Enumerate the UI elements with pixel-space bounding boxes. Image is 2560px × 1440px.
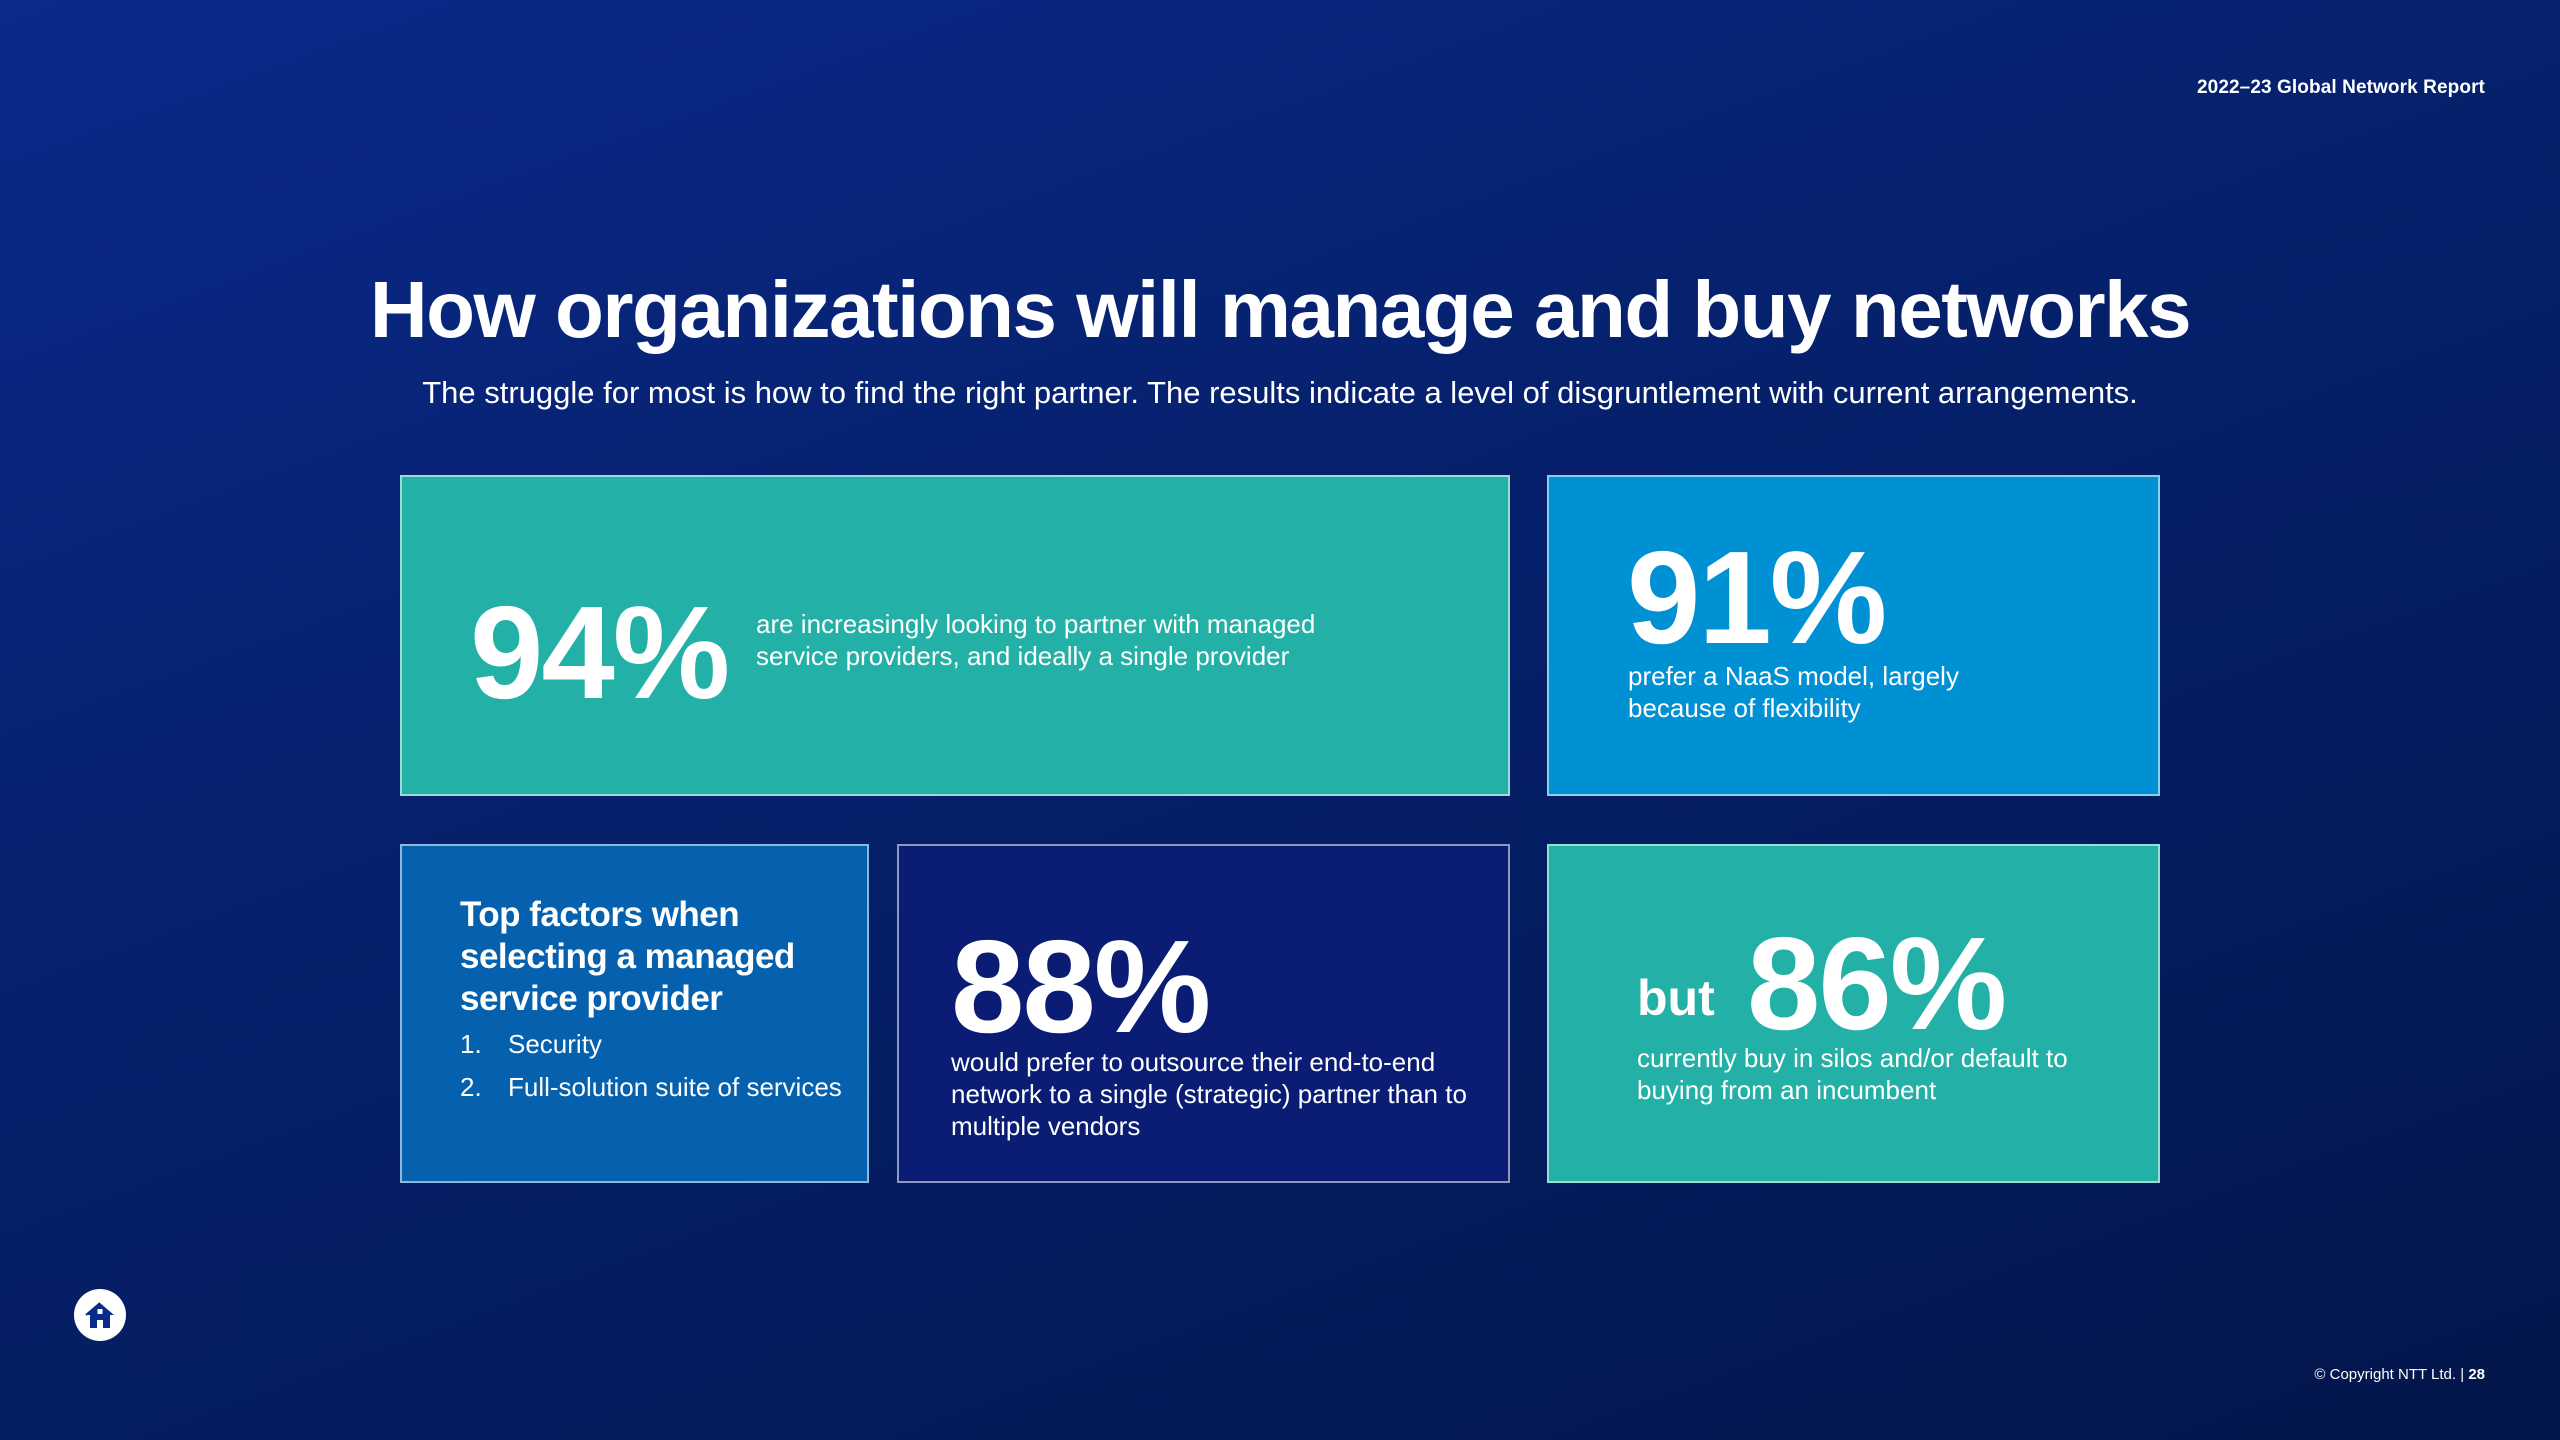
stat-description: would prefer to outsource their end-to-e… bbox=[951, 1047, 1467, 1141]
report-label: 2022–23 Global Network Report bbox=[2196, 77, 2485, 98]
home-icon bbox=[85, 1302, 114, 1328]
top-factors-list: 1. Security 2. Full-solution suite of se… bbox=[460, 1028, 860, 1114]
copyright-text: © Copyright NTT Ltd. | bbox=[2314, 1366, 2465, 1383]
list-item-number: 1. bbox=[460, 1029, 482, 1059]
stat-value: 91% bbox=[1627, 524, 1887, 671]
top-factors-heading: Top factors when selecting a managed ser… bbox=[460, 895, 795, 1018]
page-title: How organizations will manage and buy ne… bbox=[369, 265, 2192, 354]
top-factors-card: Top factors when selecting a managed ser… bbox=[400, 844, 869, 1183]
list-item-number: 2. bbox=[460, 1072, 482, 1102]
stat-description: currently buy in silos and/or default to… bbox=[1637, 1043, 2068, 1105]
list-item-label: Security bbox=[508, 1029, 602, 1059]
copyright-footer: © Copyright NTT Ltd. | 28 bbox=[2314, 1366, 2485, 1383]
stat-card-94: 94% are increasingly looking to partner … bbox=[400, 475, 1510, 796]
page-number: 28 bbox=[2468, 1366, 2485, 1383]
stat-value: 88% bbox=[951, 913, 1211, 1060]
stat-card-86: but 86% currently buy in silos and/or de… bbox=[1547, 844, 2160, 1183]
list-item: 2. Full-solution suite of services bbox=[460, 1071, 860, 1103]
list-item: 1. Security bbox=[460, 1028, 860, 1060]
stat-description: prefer a NaaS model, largely because of … bbox=[1628, 661, 1959, 723]
stat-prefix: but bbox=[1637, 970, 1715, 1026]
stat-card-91: 91% prefer a NaaS model, largely because… bbox=[1547, 475, 2160, 796]
stat-card-88: 88% would prefer to outsource their end-… bbox=[897, 844, 1510, 1183]
stat-value: 86% bbox=[1747, 910, 2007, 1057]
stat-value: 94% bbox=[470, 579, 730, 726]
list-item-label: Full-solution suite of services bbox=[508, 1072, 842, 1102]
page-subtitle: The struggle for most is how to find the… bbox=[422, 375, 2138, 410]
stat-description: are increasingly looking to partner with… bbox=[756, 609, 1316, 671]
home-button[interactable] bbox=[74, 1289, 126, 1341]
